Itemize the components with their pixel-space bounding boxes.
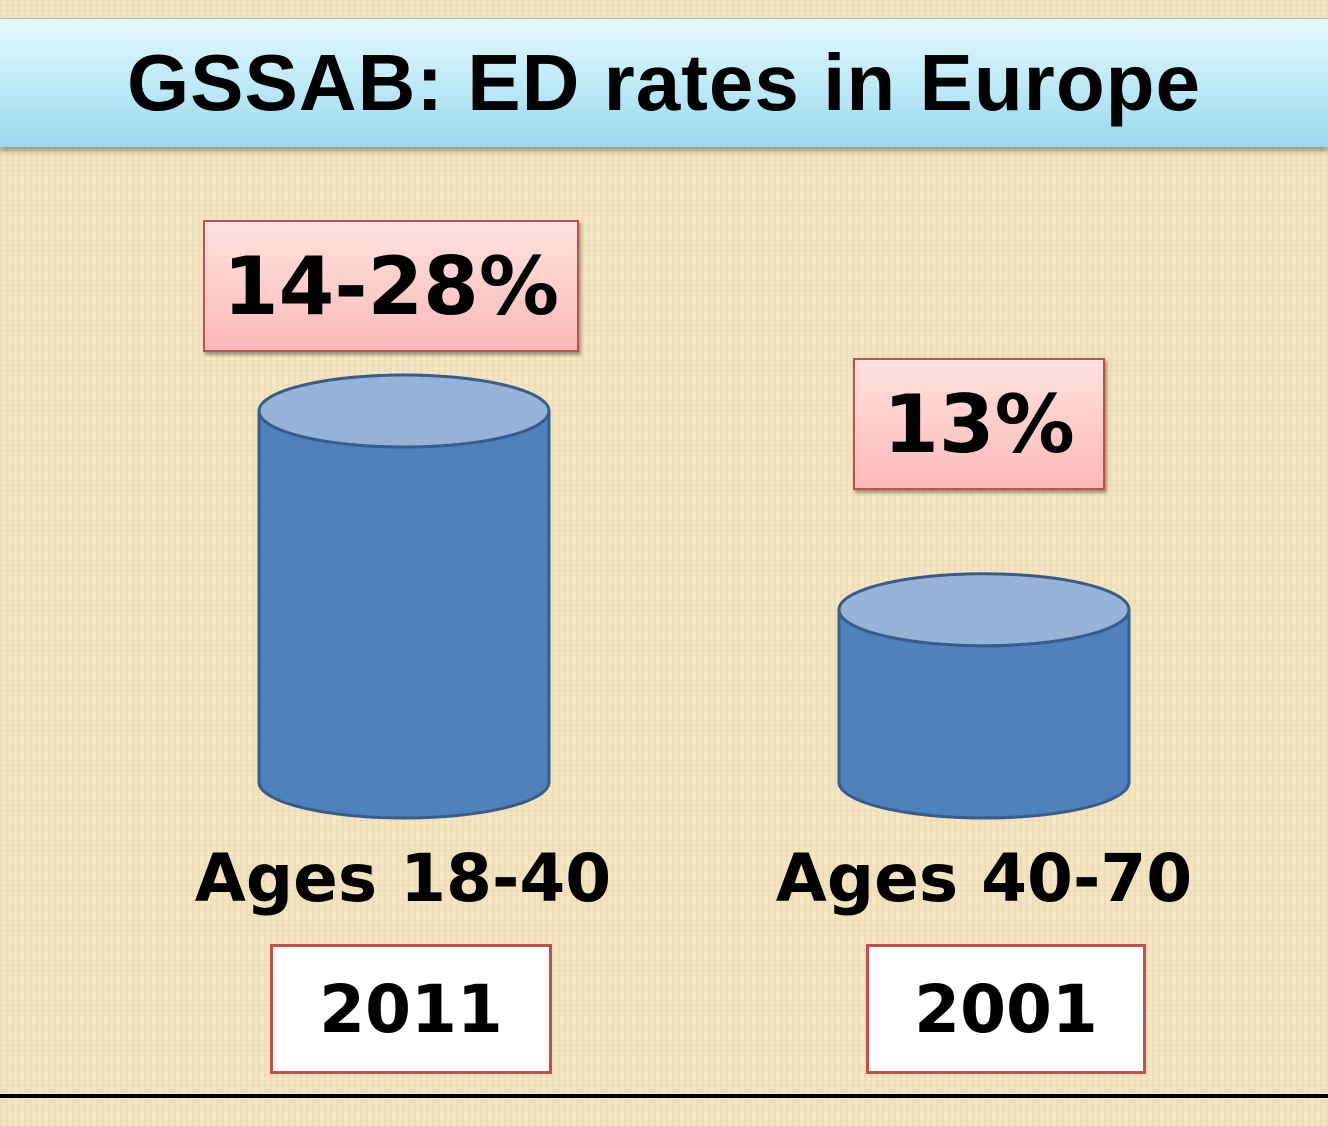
data-label-1: 14-28% xyxy=(203,220,579,352)
data-label-2: 13% xyxy=(853,358,1105,490)
cylinder-body-1 xyxy=(257,410,551,820)
year-label-1: 2011 xyxy=(270,944,552,1074)
category-label-2: Ages 40-70 xyxy=(775,840,1193,917)
cylinder-bar-2 xyxy=(837,572,1131,820)
cylinder-top-1 xyxy=(257,373,551,449)
category-label-1: Ages 18-40 xyxy=(194,840,612,917)
title-bar: GSSAB: ED rates in Europe xyxy=(0,18,1328,147)
cylinder-bar-1 xyxy=(257,373,551,820)
bottom-divider xyxy=(0,1094,1328,1098)
cylinder-top-2 xyxy=(837,572,1131,648)
year-label-2: 2001 xyxy=(866,944,1146,1074)
page-title: GSSAB: ED rates in Europe xyxy=(126,38,1202,127)
